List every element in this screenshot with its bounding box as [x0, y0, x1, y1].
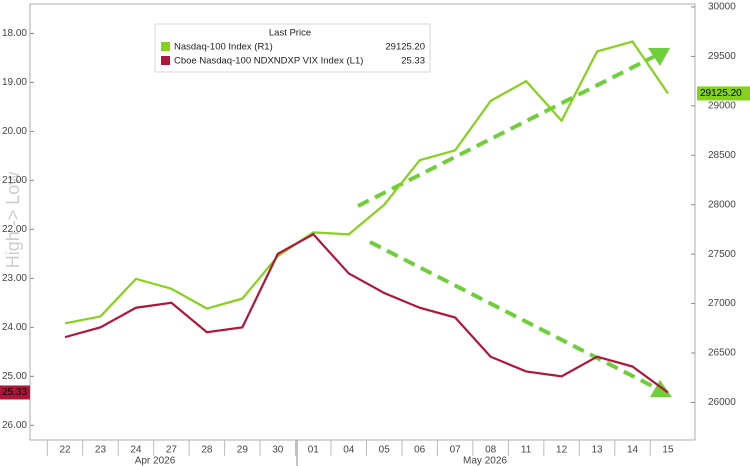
x-tick-label: 28 [201, 445, 213, 456]
y-tick-label: 19.00 [2, 77, 27, 88]
x-tick-label: 11 [521, 445, 532, 456]
y-axis-label: High -> Low [3, 171, 23, 269]
last-value-tag [697, 86, 750, 101]
x-tick-label: 29 [237, 445, 249, 456]
legend-label: Cboe Nasdaq-100 NDXNDXP VIX Index (L1) [174, 56, 363, 67]
y2-tick-label: 26000 [708, 397, 736, 408]
x-tick-label: 23 [95, 445, 107, 456]
y-tick-label: 24.00 [2, 322, 27, 333]
x-tick-label: 13 [591, 445, 603, 456]
last-value-label: 25.33 [2, 387, 27, 398]
legend: Last Price Nasdaq-100 Index (R1) 29125.2… [154, 23, 431, 73]
x-tick-label: 30 [272, 445, 284, 456]
y-tick-label: 26.00 [2, 420, 27, 431]
x-tick-label: 07 [450, 445, 462, 456]
last-value-tag [0, 385, 30, 400]
y-tick-label: 21.00 [2, 175, 27, 186]
trend-arrow [369, 240, 661, 392]
legend-box [154, 23, 431, 73]
series-line [64, 232, 669, 394]
series-line [64, 40, 669, 325]
trend-arrows [357, 54, 661, 392]
trend-arrow [357, 54, 656, 208]
x-tick-label: 06 [414, 445, 426, 456]
y-tick-label: 25.00 [2, 371, 27, 382]
legend-value: 25.33 [401, 56, 425, 67]
legend-value: 29125.20 [385, 42, 425, 53]
legend-swatch [161, 56, 170, 65]
arrow-head [648, 48, 670, 66]
y-tick-label: 20.00 [2, 126, 27, 137]
legend-label: Nasdaq-100 Index (R1) [174, 42, 273, 53]
y2-tick-label: 27000 [708, 298, 736, 309]
legend-title: Last Price [269, 28, 311, 39]
y2-tick-label: 28000 [708, 199, 736, 210]
y2-tick-label: 28500 [708, 150, 736, 161]
x-tick-label: 04 [343, 445, 355, 456]
x-tick-label: 22 [59, 445, 71, 456]
y2-tick-label: 29000 [708, 100, 736, 111]
x-group-label: Apr 2026 [135, 456, 176, 466]
y2-tick-label: 27500 [708, 249, 736, 260]
y-tick-label: 23.00 [2, 273, 27, 284]
x-tick-label: 27 [166, 445, 178, 456]
y2-tick-label: 30000 [708, 2, 736, 13]
legend-swatch [161, 42, 170, 51]
y-tick-label: 22.00 [2, 224, 27, 235]
x-tick-label: 05 [379, 445, 391, 456]
y2-tick-label: 26500 [708, 348, 736, 359]
x-tick-label: 24 [130, 445, 142, 456]
x-tick-label: 15 [662, 445, 674, 456]
x-group-label: May 2026 [463, 456, 507, 466]
last-value-label: 29125.20 [700, 88, 742, 99]
x-tick-label: 12 [556, 445, 568, 456]
x-tick-label: 01 [308, 445, 320, 456]
x-tick-label: 08 [485, 445, 497, 456]
y2-tick-label: 29500 [708, 51, 736, 62]
y-tick-label: 18.00 [2, 28, 27, 39]
x-tick-label: 14 [627, 445, 639, 456]
